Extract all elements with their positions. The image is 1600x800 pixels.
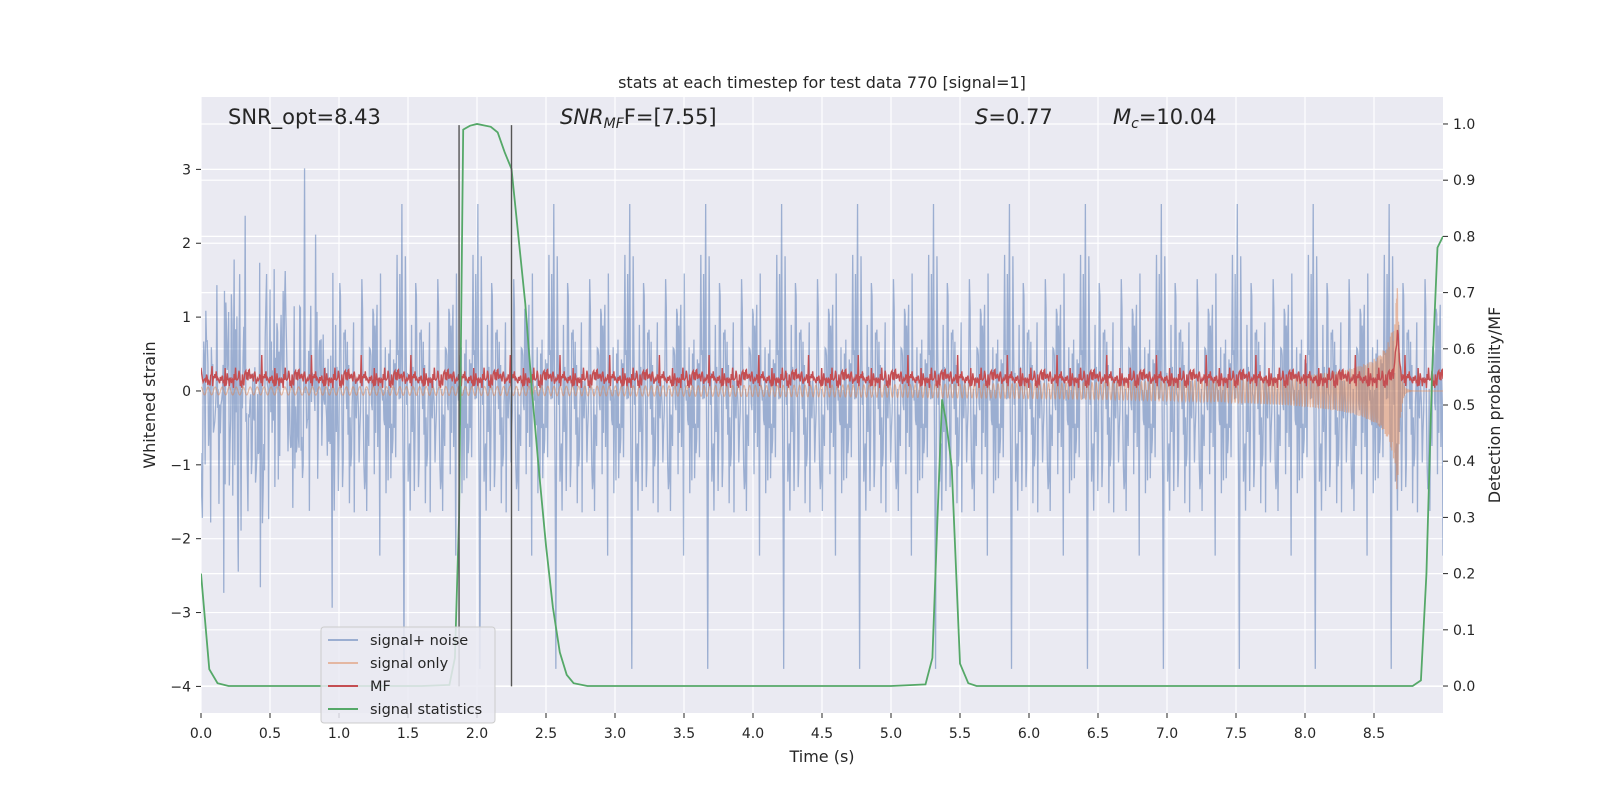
x-tick-label: 7.0 (1156, 726, 1178, 742)
y-right-tick-label: 0.4 (1453, 454, 1475, 470)
y-right-tick-label: 0.1 (1453, 623, 1475, 639)
x-tick-label: 1.0 (328, 726, 350, 742)
vlines-layer (458, 125, 513, 687)
x-tick-label: 2.5 (535, 726, 557, 742)
legend-label-mf: MF (370, 679, 391, 695)
annotation-snr-mf-sub: MF (604, 116, 625, 132)
annotation-s-main: S (975, 105, 988, 129)
series-signal-only (201, 288, 1443, 490)
y-right-axis-ticks: 0.0 0.1 0.2 0.3 0.4 0.5 0.6 0.7 0.8 0.9 1.0 (1443, 117, 1475, 695)
annotation-mc-sub: c (1131, 116, 1139, 132)
y-tick-label: 2 (182, 236, 191, 252)
y-axis-label: Whitened strain (140, 341, 159, 468)
x-tick-label: 7.5 (1225, 726, 1247, 742)
x-tick-label: 0.5 (259, 726, 281, 742)
legend-box (320, 626, 496, 724)
x-tick-label: 6.5 (1087, 726, 1109, 742)
y-tick-label: −3 (170, 606, 191, 622)
annotation-mc-main: M (1113, 105, 1131, 129)
x-tick-label: 3.0 (604, 726, 626, 742)
y-right-tick-label: 0.8 (1453, 229, 1475, 245)
annotation-snr-mf-main: SNR (560, 105, 604, 129)
y-tick-label: −2 (170, 532, 191, 548)
chart-title: stats at each timestep for test data 770… (618, 73, 1026, 92)
series-mf (201, 329, 1443, 388)
x-tick-label: 2.0 (466, 726, 488, 742)
y-right-tick-label: 0.2 (1453, 567, 1475, 583)
legend-label-signal-noise: signal+ noise (370, 633, 468, 649)
y-right-tick-label: 0.5 (1453, 398, 1475, 414)
x-tick-label: 4.0 (742, 726, 764, 742)
y-right-tick-label: 1.0 (1453, 117, 1475, 133)
x-tick-label: 4.5 (811, 726, 833, 742)
annotation-snr-mf: SNRMFF=[7.55] (560, 105, 717, 132)
annotation-s-rest: =0.77 (988, 105, 1052, 129)
y-tick-label: −4 (170, 679, 191, 695)
annotation-snr-mf-rest: F=[7.55] (624, 105, 717, 129)
y-right-tick-label: 0.6 (1453, 342, 1475, 358)
x-tick-label: 5.0 (880, 726, 902, 742)
annotation-mc-rest: =10.04 (1139, 105, 1217, 129)
y-right-tick-label: 0.7 (1453, 286, 1475, 302)
annotation-snr-opt: SNR_opt=8.43 (228, 105, 381, 130)
y-tick-label: 3 (182, 162, 191, 178)
x-tick-label: 8.0 (1294, 726, 1316, 742)
x-tick-label: 8.5 (1363, 726, 1385, 742)
y-axis-ticks: −4 −3 −2 −1 0 1 2 3 (170, 162, 201, 695)
y-tick-label: 0 (182, 384, 191, 400)
annotation-s: S=0.77 (975, 105, 1053, 129)
y-right-tick-label: 0.3 (1453, 510, 1475, 526)
x-tick-label: 0.0 (190, 726, 212, 742)
annotation-mc: Mc=10.04 (1113, 105, 1217, 132)
x-tick-label: 1.5 (397, 726, 419, 742)
legend-label-signal-statistics: signal statistics (370, 702, 482, 718)
x-tick-label: 6.0 (1018, 726, 1040, 742)
x-tick-label: 5.5 (949, 726, 971, 742)
x-axis-ticks: 0.0 0.5 1.0 1.5 2.0 2.5 3.0 3.5 4.0 4.5 5.0 5.5 6.0 6… (190, 713, 1385, 742)
y-tick-label: −1 (170, 458, 191, 474)
x-tick-label: 3.5 (673, 726, 695, 742)
legend: signal+ noise signal only MF signal stat… (320, 626, 496, 724)
y-right-tick-label: 0.9 (1453, 173, 1475, 189)
y-right-tick-label: 0.0 (1453, 679, 1475, 695)
y-right-axis-label: Detection probability/MF (1485, 307, 1504, 504)
legend-label-signal-only: signal only (370, 656, 449, 672)
y-tick-label: 1 (182, 310, 191, 326)
x-axis-label: Time (s) (788, 747, 854, 766)
